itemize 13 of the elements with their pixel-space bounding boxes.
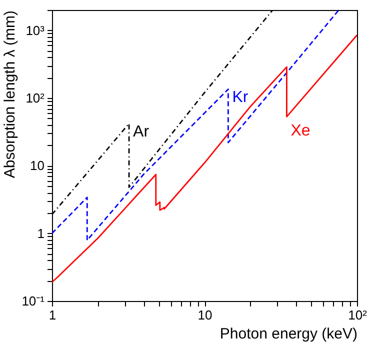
y-tick-label: 10³ bbox=[26, 22, 46, 38]
x-tick-label: 10 bbox=[198, 308, 212, 322]
y-tick-label: 1 bbox=[37, 226, 44, 241]
y-tick-label: 10 bbox=[30, 158, 44, 174]
x-tick-label: 10² bbox=[348, 308, 368, 322]
y-tick-label: 10² bbox=[26, 90, 46, 106]
series-label: Xe bbox=[290, 122, 310, 140]
y-axis-title: Absorption length λ (mm) bbox=[2, 10, 19, 178]
x-axis-title: Photon energy (keV) bbox=[220, 326, 358, 342]
y-tick-label: 10⁻¹ bbox=[22, 294, 46, 308]
series-label: Ar bbox=[133, 124, 150, 141]
x-tick-label: 1 bbox=[48, 308, 56, 322]
series-label: Kr bbox=[232, 89, 249, 106]
